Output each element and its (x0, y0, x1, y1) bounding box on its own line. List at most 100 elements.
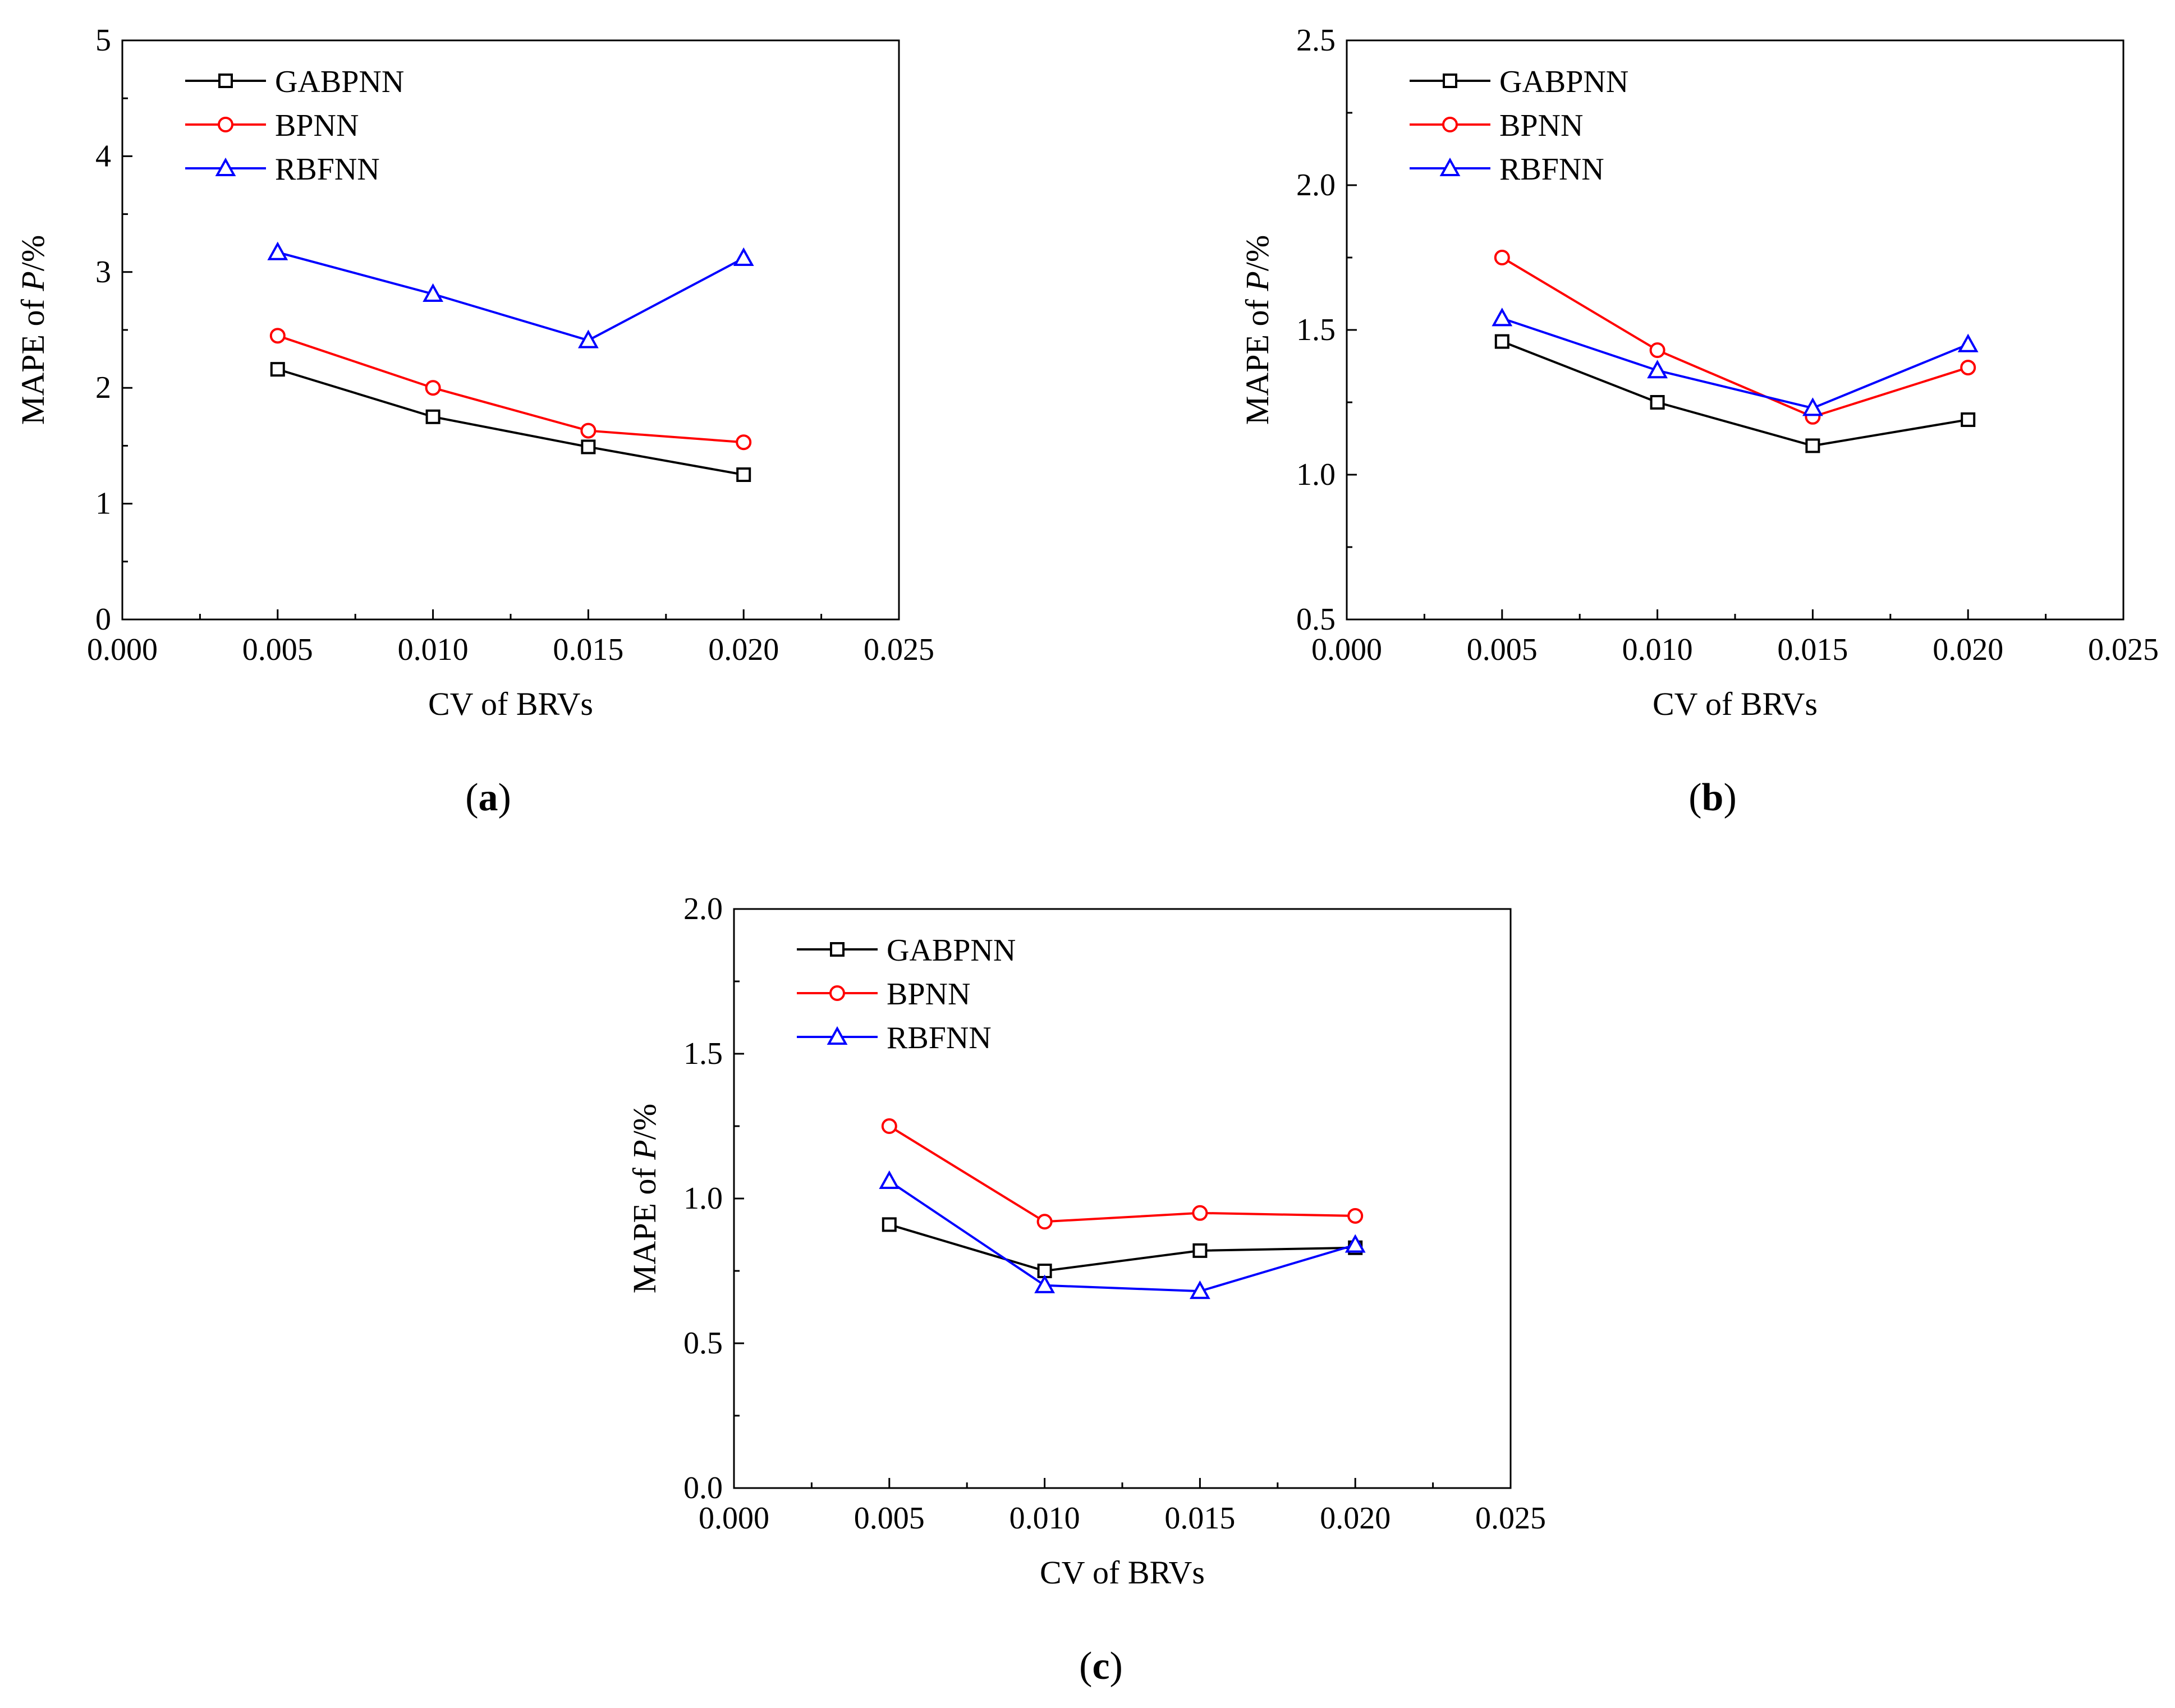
panel-label-c: (c) (1079, 1645, 1123, 1688)
data-point-gabpnn (270, 362, 285, 377)
legend-label-gabpnn: GABPNN (275, 65, 404, 99)
data-point-gabpnn (1494, 334, 1509, 349)
x-tick-label: 0.010 (1622, 632, 1693, 667)
y-axis-title-variable: P (626, 1140, 663, 1160)
x-tick-label: 0.010 (1010, 1501, 1080, 1536)
legend-label-gabpnn: GABPNN (1499, 65, 1628, 99)
panel-label-open: ( (1079, 1645, 1092, 1688)
data-point-rbfnn (1492, 307, 1513, 327)
y-axis-title-variable: P (1239, 271, 1275, 291)
panel-label-close: ) (1723, 776, 1736, 819)
data-point-gabpnn (581, 439, 596, 454)
series-line-bpnn (1501, 256, 1968, 418)
data-point-bpnn (1494, 250, 1510, 265)
data-point-rbfnn (1802, 397, 1823, 416)
data-point-gabpnn (1805, 438, 1820, 453)
data-point-bpnn (1649, 342, 1665, 359)
legend-marker-gabpnn (218, 74, 233, 88)
data-point-rbfnn (267, 241, 288, 260)
y-axis-title-prefix: MAPE of (1239, 291, 1275, 425)
legend-marker-rbfnn (827, 1026, 848, 1045)
chart-panel-a: 0.000 0.005 0.010 0.015 0.020 0.025 0 1 2 3 4 5 CV o… (15, 23, 934, 819)
x-tick-label: 0.005 (1467, 632, 1538, 667)
y-tick-label: 0.0 (683, 1471, 723, 1505)
panel-label-letter: c (1092, 1645, 1109, 1688)
x-tick-label: 0.025 (2088, 632, 2159, 667)
y-axis-title-prefix: MAPE of (15, 291, 51, 425)
legend-label-bpnn: BPNN (1499, 108, 1583, 143)
series-line-gabpnn (1502, 340, 1968, 447)
data-point-rbfnn (1647, 360, 1668, 379)
x-axis-title: CV of BRVs (1653, 686, 1818, 722)
plot-frame (1346, 39, 2124, 621)
data-point-bpnn (1036, 1214, 1053, 1230)
y-tick-label: 2.5 (1296, 23, 1336, 58)
data-point-bpnn (1960, 360, 1976, 376)
y-tick-label: 5 (95, 23, 111, 58)
plot-frame (121, 39, 900, 621)
data-point-bpnn (425, 380, 441, 396)
data-point-bpnn (269, 328, 286, 344)
legend-marker-gabpnn (830, 942, 845, 957)
series-line-bpnn (888, 1125, 1356, 1223)
x-tick-label: 0.015 (1164, 1501, 1235, 1536)
chart-panel-c: 0.000 0.005 0.010 0.015 0.020 0.025 0.0 0.5 1.0 1… (626, 892, 1546, 1688)
x-tick-label: 0.020 (1320, 1501, 1391, 1536)
y-tick-label: 2 (95, 370, 111, 405)
data-point-rbfnn (578, 329, 599, 348)
y-tick-label: 3 (95, 255, 111, 290)
panel-label-open: ( (1688, 776, 1701, 819)
series-line-bpnn (277, 334, 744, 444)
y-axis-title: MAPE of P/% (15, 235, 51, 425)
y-tick-label: 1.5 (683, 1036, 723, 1071)
x-tick-label: 0.000 (1311, 632, 1382, 667)
data-point-rbfnn (879, 1170, 900, 1190)
x-tick-label: 0.025 (864, 632, 934, 667)
x-tick-label: 0.020 (708, 632, 779, 667)
data-point-gabpnn (1192, 1243, 1208, 1258)
y-tick-label: 2.0 (1296, 168, 1336, 203)
x-tick-label: 0.020 (1933, 632, 2003, 667)
legend-label-rbfnn: RBFNN (887, 1021, 992, 1055)
y-tick-label: 1.0 (683, 1181, 723, 1216)
chart-panel-b: 0.000 0.005 0.010 0.015 0.020 0.025 0.5 1.0 1.5 2… (1239, 23, 2159, 819)
series-line-gabpnn (277, 368, 744, 476)
data-point-bpnn (736, 434, 752, 451)
data-point-rbfnn (733, 247, 754, 267)
data-point-bpnn (1192, 1205, 1208, 1221)
legend-marker-bpnn (218, 117, 233, 132)
y-tick-label: 4 (95, 139, 111, 173)
y-tick-label: 1.5 (1296, 313, 1336, 347)
y-tick-label: 1 (95, 486, 111, 521)
data-point-rbfnn (1345, 1234, 1366, 1253)
data-point-gabpnn (736, 467, 751, 482)
data-point-gabpnn (1650, 395, 1665, 410)
y-axis-title-suffix: /% (626, 1104, 663, 1140)
data-point-rbfnn (423, 283, 443, 302)
data-point-rbfnn (1034, 1274, 1055, 1293)
panel-label-close: ) (1110, 1645, 1123, 1688)
panel-label-b: (b) (1688, 776, 1737, 819)
legend-label-bpnn: BPNN (275, 108, 359, 143)
y-axis-title-suffix: /% (1239, 235, 1275, 271)
y-tick-label: 0.5 (1296, 602, 1336, 637)
legend-label-rbfnn: RBFNN (275, 152, 380, 187)
legend-marker-rbfnn (1439, 157, 1461, 176)
legend-label-gabpnn: GABPNN (887, 933, 1016, 968)
y-tick-label: 2.0 (683, 892, 723, 926)
legend-marker-rbfnn (215, 157, 236, 176)
legend-marker-bpnn (829, 985, 845, 1001)
panel-label-letter: a (479, 776, 498, 819)
x-tick-label: 0.005 (242, 632, 313, 667)
y-axis-title: MAPE of P/% (1239, 235, 1275, 425)
x-axis-title: CV of BRVs (1040, 1554, 1205, 1591)
series-line-gabpnn (889, 1223, 1356, 1273)
x-tick-label: 0.015 (553, 632, 623, 667)
data-point-bpnn (1347, 1207, 1364, 1224)
panel-label-a: (a) (465, 776, 511, 819)
data-point-gabpnn (882, 1217, 897, 1232)
series-line-rbfnn (888, 1180, 1356, 1293)
data-point-gabpnn (425, 409, 440, 424)
data-point-bpnn (580, 423, 596, 439)
